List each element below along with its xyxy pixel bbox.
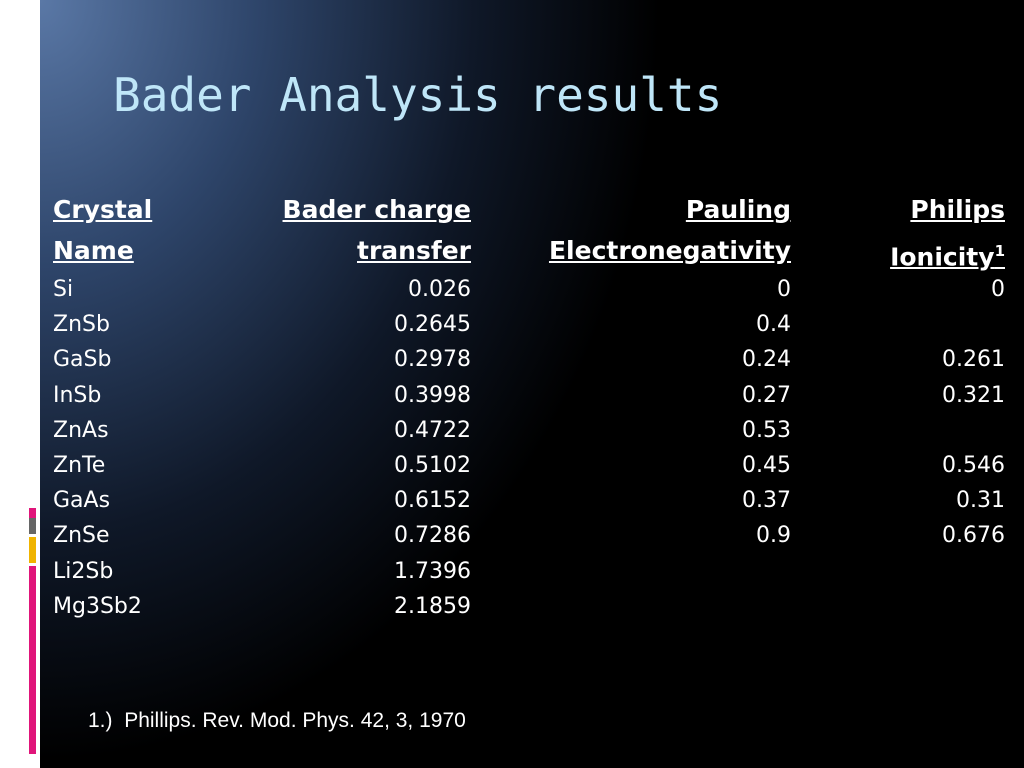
table-cell: ZnSb [53, 312, 110, 338]
column-header: Philips [910, 195, 1005, 225]
table-cell: InSb [53, 382, 102, 408]
table-cell: 0.026 [408, 277, 471, 302]
footnote: 1.) Phillips. Rev. Mod. Phys. 42, 3, 197… [88, 709, 466, 733]
table-cell: GaAs [53, 488, 111, 514]
table-cell: 0.4722 [394, 417, 471, 443]
table-cell: Mg3Sb2 [53, 593, 142, 619]
header-text: Electronegativity [548, 236, 791, 265]
header-text: Name [53, 236, 134, 265]
header-text: Ionicity [890, 242, 995, 272]
table-cell: 0.37 [742, 488, 791, 514]
table-cell: 0.4 [756, 312, 791, 338]
column-header: Bader charge [283, 195, 471, 225]
header-text: Philips [910, 195, 1005, 224]
table-cell: 0.7286 [394, 523, 471, 549]
table-cell: 2.1859 [394, 593, 471, 619]
column-header: Name [53, 236, 134, 266]
footnote-text: Phillips. Rev. Mod. Phys. 42, 3, 1970 [124, 709, 466, 732]
table-cell: 0.9 [756, 523, 791, 549]
table-cell: 0.2645 [394, 312, 471, 338]
table-cell: 0.261 [942, 347, 1005, 373]
footnote-marker: 1.) [88, 709, 113, 732]
table-cell: Li2Sb [53, 558, 114, 584]
column-header: Pauling [686, 195, 791, 225]
column-header: Crystal [53, 195, 152, 225]
table-cell: 0.321 [942, 382, 1005, 408]
column-header: Ionicity1 [890, 236, 1005, 272]
table-cell: 0.2978 [394, 347, 471, 373]
table-cell: 0.676 [942, 523, 1005, 549]
deco-bar [29, 537, 36, 563]
table-cell: Si [53, 277, 74, 302]
note-ref: 1 [994, 242, 1005, 260]
table-cell: 0.24 [742, 347, 791, 373]
column-header: Electronegativity [549, 236, 791, 266]
table-cell: GaSb [53, 347, 112, 373]
header-text: Pauling [685, 195, 791, 224]
table-cell: ZnAs [53, 417, 109, 443]
table-cell: 0.3998 [394, 382, 471, 408]
deco-bar [29, 566, 36, 754]
table-cell: 1.7396 [394, 558, 471, 584]
table-cell: 0.5102 [394, 453, 471, 478]
header-text: Crystal [53, 195, 153, 224]
table-cell: 0.31 [956, 488, 1005, 514]
table-cell: 0.27 [742, 382, 791, 408]
table-cell: 0 [777, 277, 791, 302]
deco-bar [29, 518, 36, 534]
table-cell: 0.546 [942, 453, 1005, 478]
header-text: transfer [357, 236, 471, 265]
table-cell: 0.53 [742, 417, 791, 443]
table-cell: 0.6152 [394, 488, 471, 514]
header-text: Bader charge [282, 195, 471, 224]
deco-bar [29, 508, 36, 518]
table-cell: ZnTe [53, 453, 106, 478]
table-cell: 0 [991, 277, 1005, 302]
table-cell: 0.45 [742, 453, 791, 478]
table-cell: ZnSe [53, 523, 110, 549]
column-header: transfer [357, 236, 471, 266]
slide-title: Bader Analysis results [113, 68, 723, 122]
